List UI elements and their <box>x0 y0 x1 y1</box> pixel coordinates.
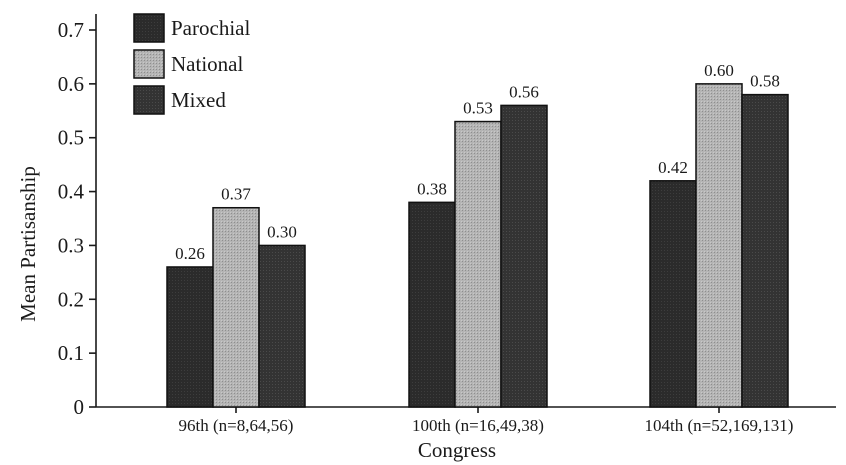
bar-national-1 <box>212 206 260 408</box>
data-label-mixed-1: 0.30 <box>267 222 297 241</box>
y-tick-label: 0.6 <box>58 72 84 96</box>
legend-label-parochial: Parochial <box>171 16 250 40</box>
x-tick-label: 104th (n=52,169,131) <box>645 416 794 435</box>
x-axis-title: Congress <box>418 438 496 462</box>
bar-parochial-3 <box>649 180 697 408</box>
data-label-national-3: 0.60 <box>704 61 734 80</box>
data-label-national-1: 0.37 <box>221 185 251 204</box>
legend-swatch-parochial <box>133 13 165 43</box>
y-tick-label: 0.3 <box>58 233 84 257</box>
y-tick-label: 0.7 <box>58 18 84 42</box>
data-label-mixed-2: 0.56 <box>509 82 539 101</box>
x-axis: 96th (n=8,64,56) 100th (n=16,49,38) 104th … <box>96 406 836 435</box>
bar-parochial-1 <box>166 266 214 408</box>
y-axis: 0 0.1 0.2 0.3 0.4 0.5 0.6 0.7 <box>58 14 97 419</box>
y-tick-label: 0 <box>74 395 85 419</box>
y-tick-label: 0.5 <box>58 126 84 150</box>
data-labels-group: 0.26 0.37 0.30 0.38 0.53 0.56 0.42 0.60 0.58 <box>175 61 780 263</box>
bar-mixed-1 <box>258 244 306 408</box>
data-label-parochial-1: 0.26 <box>175 244 205 263</box>
bar-national-2 <box>454 120 502 408</box>
legend: Parochial National Mixed <box>133 13 250 115</box>
legend-swatch-mixed <box>133 85 165 115</box>
bar-mixed-3 <box>741 93 789 408</box>
legend-label-mixed: Mixed <box>171 88 226 112</box>
x-tick-label: 96th (n=8,64,56) <box>179 416 294 435</box>
bars-group <box>166 83 789 408</box>
y-axis-title: Mean Partisanship <box>16 166 40 322</box>
y-tick-label: 0.4 <box>58 180 85 204</box>
y-tick-label: 0.1 <box>58 341 84 365</box>
data-label-parochial-3: 0.42 <box>658 158 688 177</box>
legend-swatch-national <box>133 49 165 79</box>
bar-national-3 <box>695 83 743 408</box>
data-label-mixed-3: 0.58 <box>750 72 780 91</box>
data-label-parochial-2: 0.38 <box>417 179 447 198</box>
x-tick-label: 100th (n=16,49,38) <box>412 416 544 435</box>
y-tick-label: 0.2 <box>58 287 84 311</box>
data-label-national-2: 0.53 <box>463 99 493 118</box>
legend-label-national: National <box>171 52 243 76</box>
bar-mixed-2 <box>500 104 548 408</box>
bar-parochial-2 <box>408 201 456 408</box>
